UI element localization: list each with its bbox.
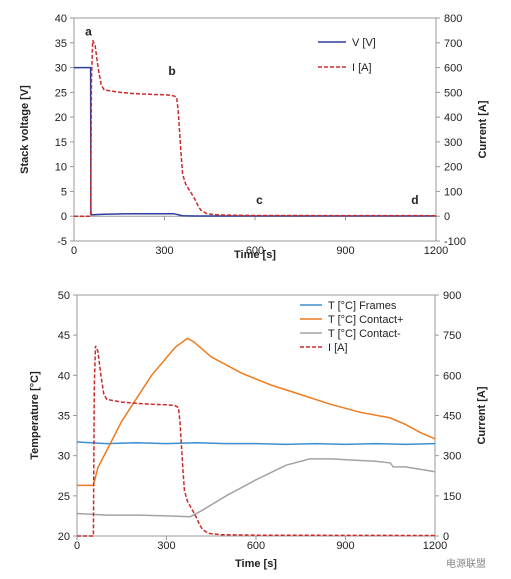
x-tick-label: 300 bbox=[155, 245, 173, 257]
legend-label: I [A] bbox=[352, 62, 372, 74]
watermark-text: 电源联盟 bbox=[446, 557, 486, 570]
legend: T [°C] Frames T [°C] Contact+ T [°C] Conta… bbox=[300, 300, 403, 354]
y2-tick-label: 400 bbox=[444, 112, 462, 124]
series-line-2 bbox=[77, 337, 436, 487]
y-tick-label: 15 bbox=[55, 137, 67, 149]
annotation-label: d bbox=[411, 193, 418, 207]
y-tick-label: 5 bbox=[61, 186, 67, 198]
y2-tick-label: 300 bbox=[444, 137, 462, 149]
y2-tick-label: 600 bbox=[444, 63, 462, 75]
x-tick-label: 900 bbox=[336, 245, 354, 257]
x-tick-label: 1200 bbox=[423, 540, 447, 552]
legend-label: T [°C] Contact- bbox=[328, 328, 401, 340]
y-tick-label: 35 bbox=[55, 38, 67, 50]
x-tick-label: 0 bbox=[71, 245, 77, 257]
y2-tick-label: 500 bbox=[444, 87, 462, 99]
y-tick-label: -5 bbox=[57, 236, 67, 248]
y-tick-label: 25 bbox=[55, 87, 67, 99]
chart-2: 20 25 30 35 40 45 50 0 150 300 450 600 750 900 0 300 600… bbox=[29, 290, 488, 570]
series-line-3 bbox=[76, 458, 436, 518]
legend-label: T [°C] Frames bbox=[328, 300, 397, 312]
y2-tick-label: 450 bbox=[443, 411, 461, 423]
y2-tick-label: 150 bbox=[443, 491, 461, 503]
x-tick-label: 300 bbox=[157, 540, 175, 552]
x-tick-label: 0 bbox=[74, 540, 80, 552]
y-tick-label: 20 bbox=[58, 531, 70, 543]
y-tick-label: 30 bbox=[58, 451, 70, 463]
x-axis-title: Time [s] bbox=[235, 558, 277, 570]
y2-tick-label: 800 bbox=[444, 13, 462, 25]
y-tick-label: 35 bbox=[58, 411, 70, 423]
annotation-label: b bbox=[168, 64, 175, 78]
y2-tick-label: 200 bbox=[444, 162, 462, 174]
y2-tick-label: 0 bbox=[444, 211, 450, 223]
legend-label: V [V] bbox=[352, 37, 376, 49]
plot-frame bbox=[73, 17, 437, 242]
x-tick-label: 600 bbox=[247, 540, 265, 552]
y-tick-label: 0 bbox=[61, 211, 67, 223]
y-tick-label: 25 bbox=[58, 491, 70, 503]
y-axis-title: Stack voltage [V] bbox=[19, 85, 31, 174]
y2-tick-label: 100 bbox=[444, 186, 462, 198]
x-tick-label: 1200 bbox=[424, 245, 448, 257]
y2-tick-label: 700 bbox=[444, 38, 462, 50]
legend-label: I [A] bbox=[328, 342, 348, 354]
y2-tick-label: 750 bbox=[443, 330, 461, 342]
y2-tick-label: 0 bbox=[443, 531, 449, 543]
y-axis-title: Temperature [°C] bbox=[29, 371, 41, 460]
y-tick-label: 40 bbox=[55, 13, 67, 25]
series-line-4 bbox=[77, 345, 436, 537]
y2-tick-label: 300 bbox=[443, 451, 461, 463]
y-tick-label: 20 bbox=[55, 112, 67, 124]
series-line-1 bbox=[74, 66, 436, 217]
x-axis-title: Time [s] bbox=[234, 249, 276, 261]
x-tick-label: 600 bbox=[246, 245, 264, 257]
series-line-2 bbox=[74, 39, 437, 217]
annotation-label: c bbox=[256, 193, 263, 207]
legend-label: T [°C] Contact+ bbox=[328, 314, 403, 326]
y-tick-label: 30 bbox=[55, 63, 67, 75]
y2-tick-label: 600 bbox=[443, 370, 461, 382]
chart-1: -5 0 5 10 15 20 25 30 35 40 -100 0 100 200 300 400 500 60… bbox=[19, 13, 489, 261]
y2-tick-label: 900 bbox=[443, 290, 461, 302]
y2-axis-title: Current [A] bbox=[476, 386, 488, 444]
y2-tick-label: -100 bbox=[444, 236, 466, 248]
y-tick-label: 10 bbox=[55, 162, 67, 174]
y-tick-label: 40 bbox=[58, 370, 70, 382]
series-line-1 bbox=[76, 441, 436, 446]
y-tick-label: 45 bbox=[58, 330, 70, 342]
y-tick-label: 50 bbox=[58, 290, 70, 302]
legend: V [V] I [A] bbox=[318, 37, 376, 74]
annotation-label: a bbox=[85, 24, 92, 38]
y2-axis-title: Current [A] bbox=[477, 100, 489, 158]
x-tick-label: 900 bbox=[336, 540, 354, 552]
